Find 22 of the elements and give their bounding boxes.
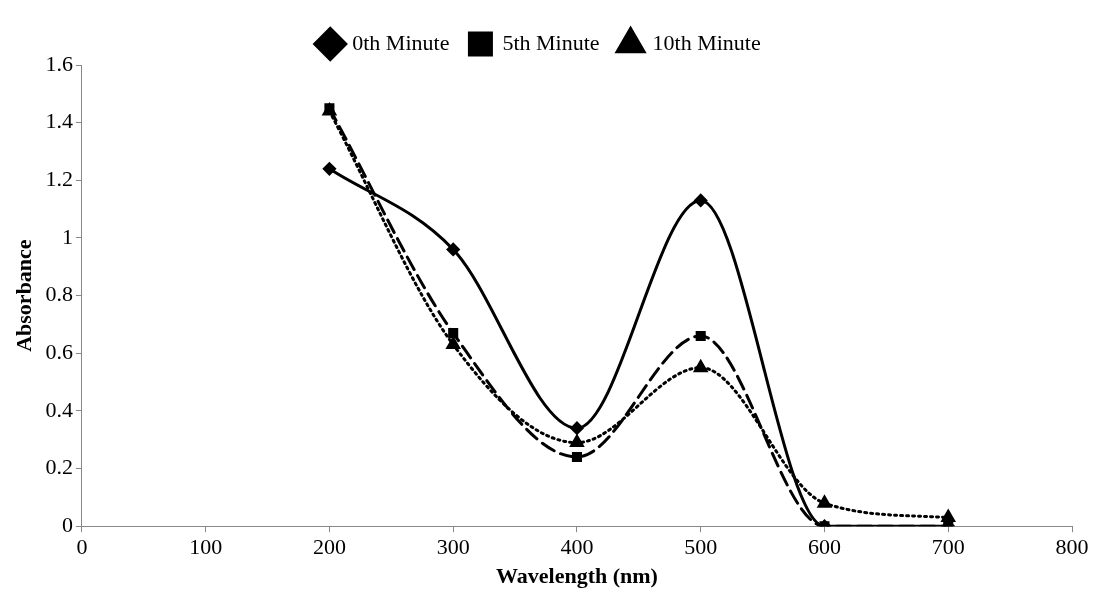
y-axis-title: Absorbance [10, 239, 36, 352]
legend-label: 10th Minute [652, 29, 761, 55]
x-tick-label: 700 [931, 534, 965, 560]
y-tick-label: 1.6 [45, 50, 73, 76]
legend-label: 0th Minute [352, 29, 450, 55]
x-axis-title: Wavelength (nm) [495, 563, 658, 589]
y-tick-label: 0.8 [45, 281, 73, 307]
y-tick-label: 0.2 [45, 454, 73, 480]
y-tick-label: 0 [61, 511, 73, 537]
x-tick-label: 500 [684, 534, 718, 560]
x-tick-label: 100 [189, 534, 223, 560]
y-tick-label: 0.4 [45, 396, 73, 422]
x-tick-label: 800 [1055, 534, 1089, 560]
x-tick-label: 600 [807, 534, 841, 560]
x-tick-label: 300 [436, 534, 470, 560]
y-tick-label: 1.4 [45, 108, 73, 134]
y-tick-label: 1 [61, 223, 73, 249]
x-tick-label: 400 [560, 534, 594, 560]
x-tick-label: 200 [312, 534, 346, 560]
y-tick-label: 1.2 [45, 166, 73, 192]
y-tick-label: 0.6 [45, 339, 73, 365]
legend-label: 5th Minute [502, 29, 600, 55]
